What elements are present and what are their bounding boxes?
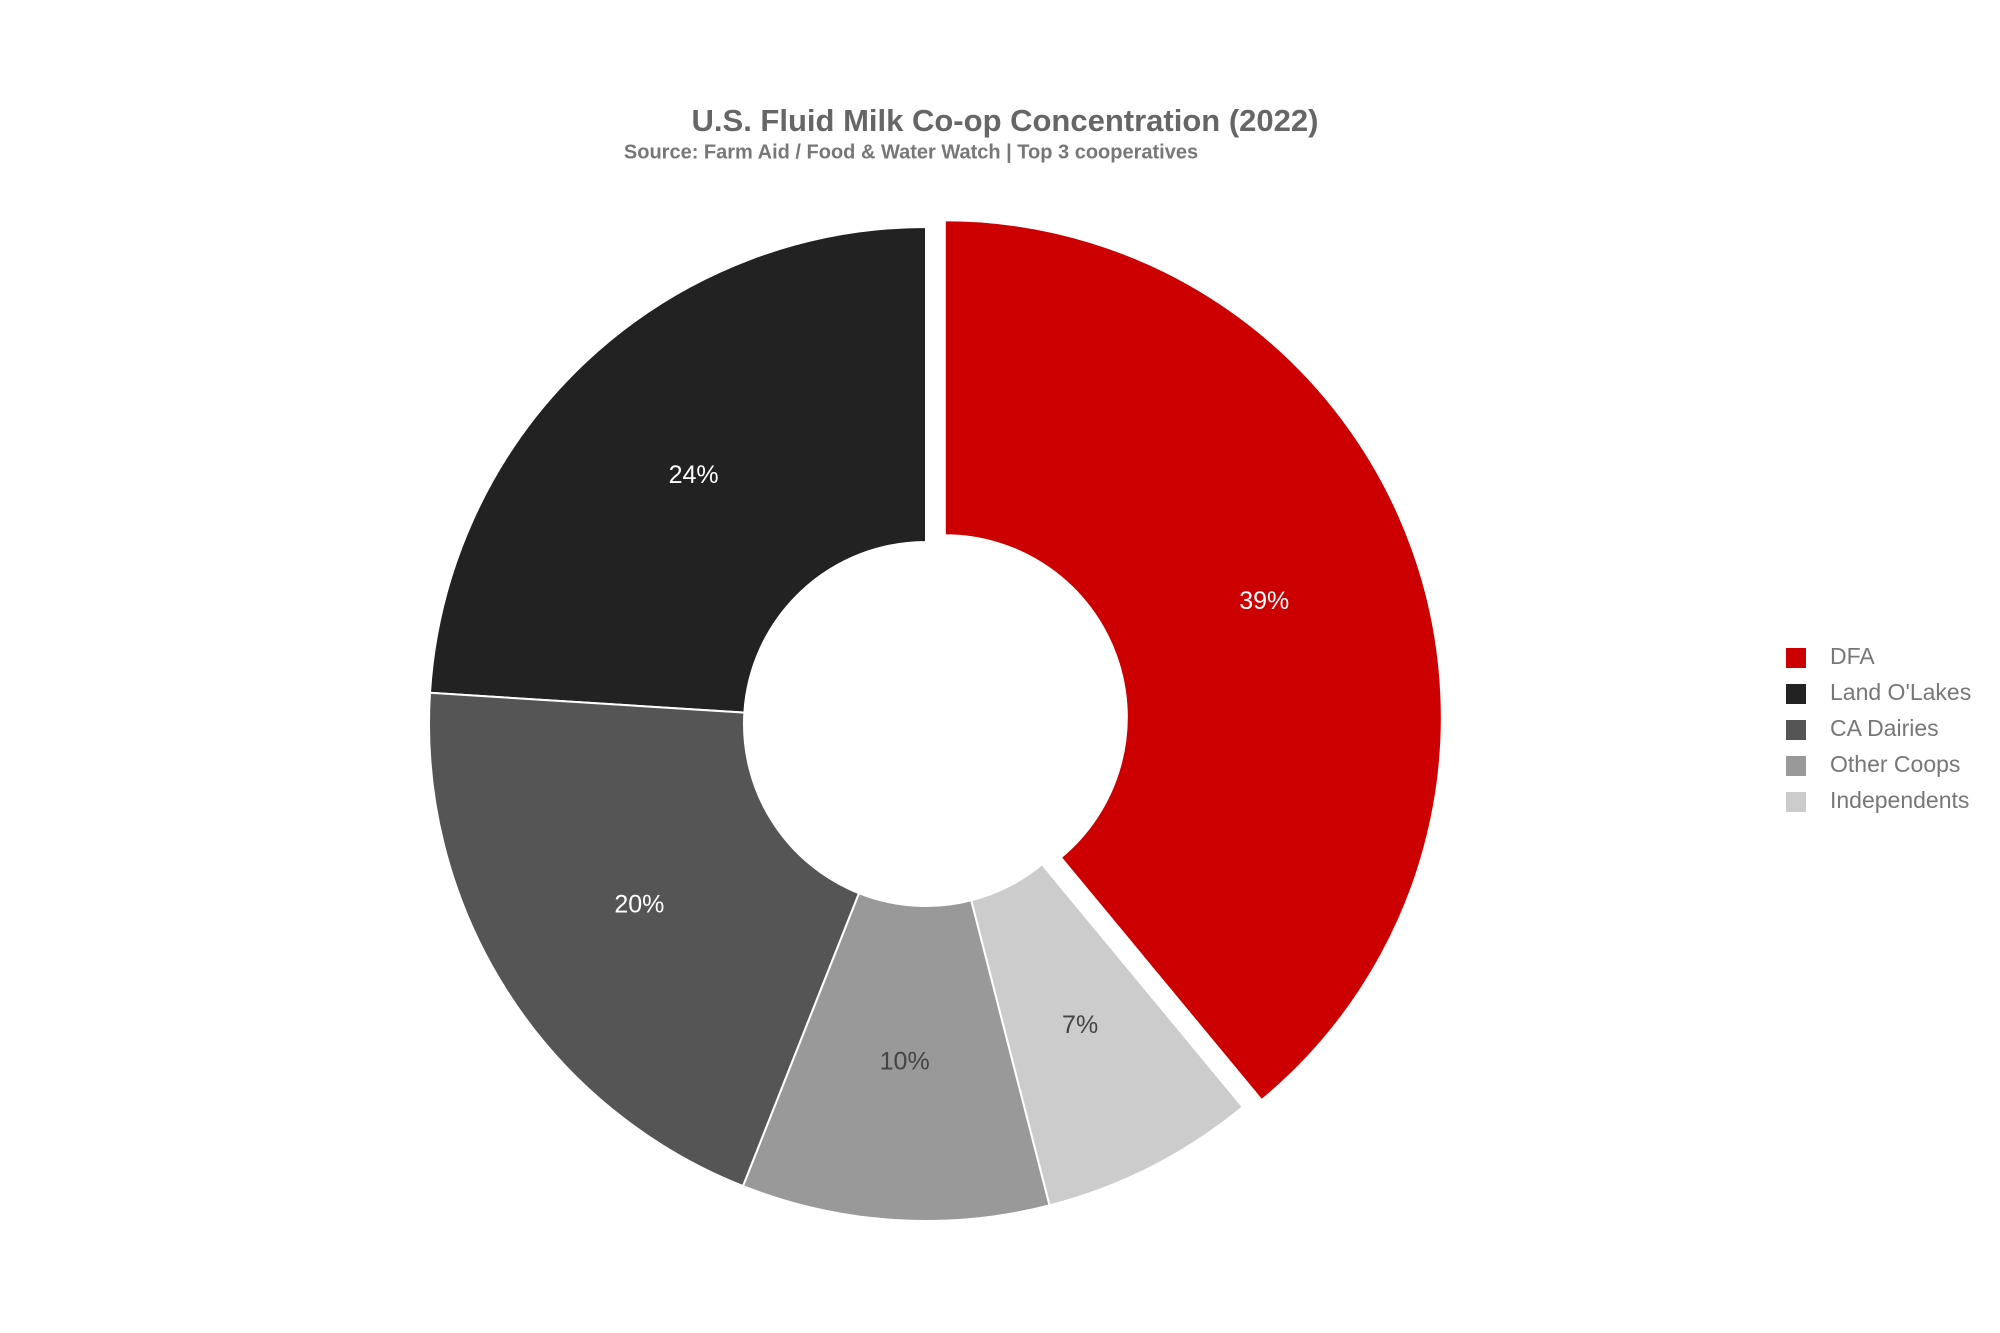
legend-label: Independents xyxy=(1830,787,1969,813)
pie-slice xyxy=(428,691,861,1188)
legend-label: Other Coops xyxy=(1830,751,1960,777)
legend-label: CA Dairies xyxy=(1830,715,1939,741)
data-label: 20% xyxy=(614,891,664,919)
chart-subtitle: Source: Farm Aid / Food & Water Watch | … xyxy=(624,141,1198,163)
data-label: 10% xyxy=(880,1047,930,1075)
data-label: 24% xyxy=(669,461,719,489)
data-label: 39% xyxy=(1239,587,1289,615)
pie-slice xyxy=(943,219,1443,1102)
legend-label: Land O'Lakes xyxy=(1830,679,1971,705)
data-label: 7% xyxy=(1062,1011,1098,1039)
chart-title: U.S. Fluid Milk Co-op Concentration (202… xyxy=(692,103,1319,138)
legend-swatch xyxy=(1786,756,1806,776)
legend-label: DFA xyxy=(1830,643,1875,669)
legend-swatch xyxy=(1786,720,1806,740)
legend-swatch xyxy=(1786,684,1806,704)
pie-slice xyxy=(741,891,1051,1222)
pie-slice xyxy=(428,225,927,714)
legend-swatch xyxy=(1786,792,1806,812)
legend-swatch xyxy=(1786,648,1806,668)
pie-slice xyxy=(970,862,1245,1207)
